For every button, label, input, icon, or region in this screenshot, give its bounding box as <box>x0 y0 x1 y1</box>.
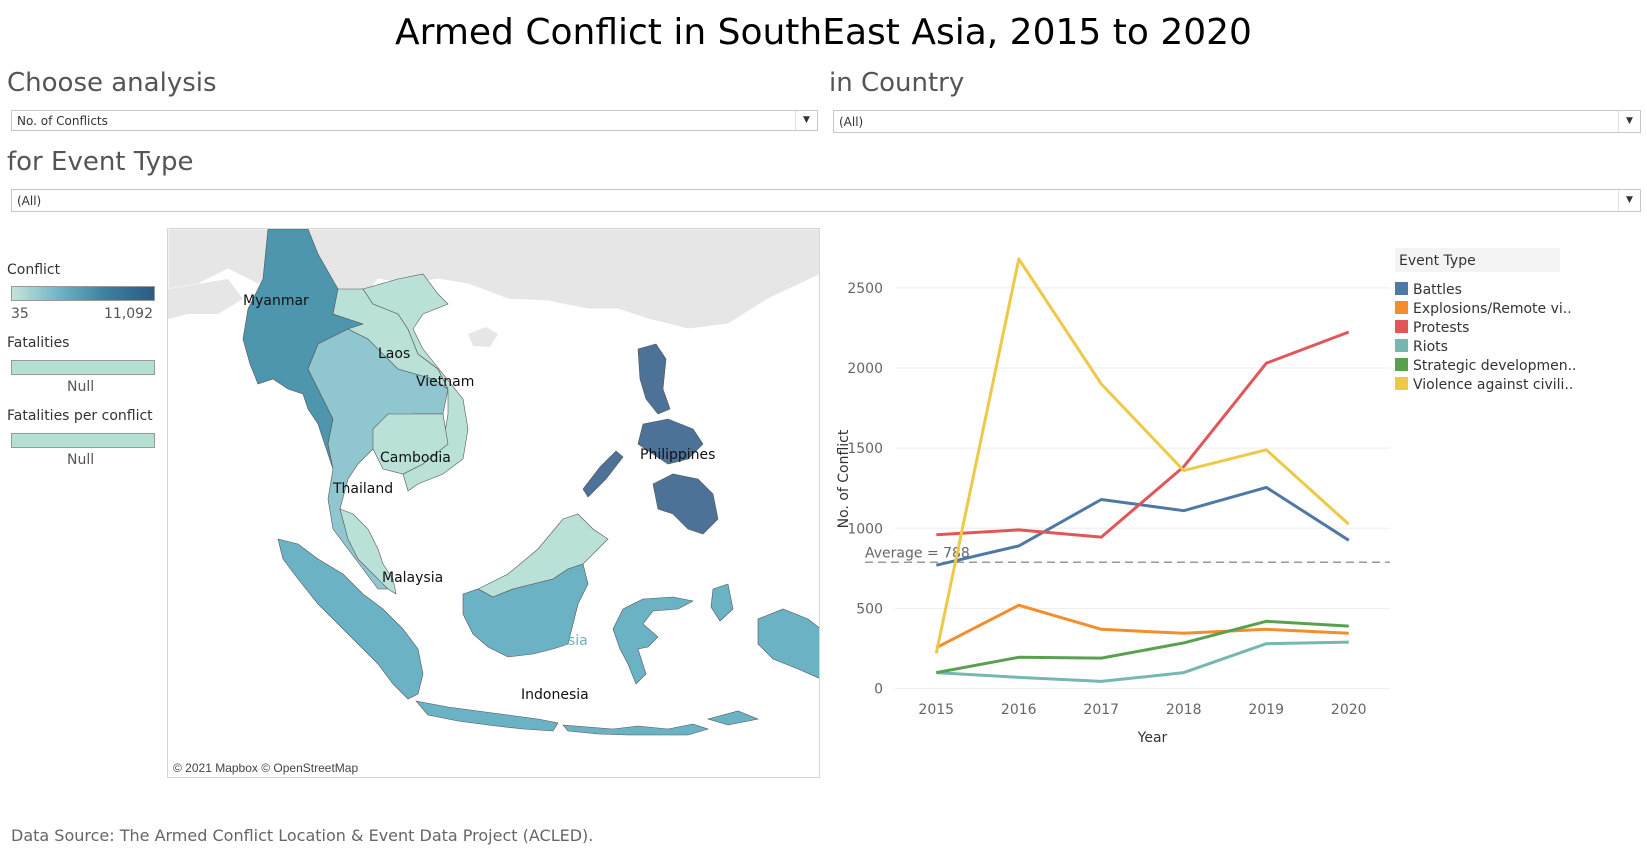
country-filter-label: in Country <box>829 68 965 98</box>
conflict-legend-max: 11,092 <box>104 306 153 322</box>
fatalities-legend-title: Fatalities <box>7 335 70 351</box>
map-label-philippines: Philippines <box>640 447 715 463</box>
map-region-palawan <box>582 450 624 498</box>
line-chart-canvas[interactable]: 0 500 1000 1500 2000 2500 2015 2016 2017 2018 2019… <box>825 228 1645 788</box>
map-region-papua <box>757 608 819 679</box>
legend-swatch <box>1395 282 1408 295</box>
map-label-vietnam: Vietnam <box>416 374 474 390</box>
y-tick-label: 0 <box>874 682 883 698</box>
series-line-violence-against-civilians <box>934 257 1350 654</box>
analysis-dropdown[interactable]: No. of Conflicts ▼ <box>11 110 818 131</box>
map-region-sulawesi <box>612 596 694 685</box>
map-region-java <box>415 700 559 732</box>
event-type-dropdown[interactable]: (All) ▼ <box>11 189 1641 212</box>
fatalities-per-conflict-legend-null: Null <box>67 452 95 468</box>
chevron-down-icon[interactable]: ▼ <box>1618 190 1640 211</box>
data-source-note: Data Source: The Armed Conflict Location… <box>11 826 594 845</box>
fatalities-color-ramp <box>11 360 155 375</box>
y-tick-label: 2500 <box>847 281 883 297</box>
map-region-sumatra <box>277 538 424 700</box>
fatalities-per-conflict-color-ramp <box>11 433 155 448</box>
x-axis-title: Year <box>1137 730 1168 746</box>
map-region-taiwan <box>648 249 668 289</box>
map-region-vietnam <box>362 273 469 492</box>
map-canvas[interactable]: Myanmar Laos Vietnam Cambodia Thailand P… <box>168 229 820 778</box>
y-tick-label: 2000 <box>847 361 883 377</box>
line-chart[interactable]: 0 500 1000 1500 2000 2500 2015 2016 2017 2018 2019… <box>825 228 1645 788</box>
analysis-filter-label: Choose analysis <box>7 68 217 98</box>
legend-item-label: Explosions/Remote vi.. <box>1413 301 1572 317</box>
legend-swatch <box>1395 301 1408 314</box>
map-region-hainan <box>468 327 498 347</box>
map-label-thailand: Thailand <box>332 481 393 497</box>
map-label-cambodia: Cambodia <box>380 450 451 466</box>
map-label-malaysia: Malaysia <box>382 570 443 586</box>
legend-swatch <box>1395 320 1408 333</box>
map-region-cambodia <box>372 413 449 475</box>
country-dropdown[interactable]: (All) ▼ <box>833 110 1641 133</box>
series-line-riots <box>936 640 1349 683</box>
chevron-down-icon[interactable]: ▼ <box>1618 111 1640 132</box>
event-type-filter-label: for Event Type <box>7 147 194 177</box>
y-tick-label: 1000 <box>847 521 883 537</box>
series-line-explosions-remote-violence <box>935 603 1349 650</box>
x-tick-label: 2016 <box>1001 702 1037 718</box>
legend-swatch <box>1395 358 1408 371</box>
legend-item-label: Violence against civili.. <box>1413 377 1573 393</box>
y-axis-title: No. of Conflict <box>836 429 852 528</box>
legend-item-label: Protests <box>1413 320 1469 336</box>
map-region-timor <box>706 710 760 726</box>
map-region-malaysia-peninsula <box>339 508 397 595</box>
legend-swatch <box>1395 339 1408 352</box>
legend-swatch <box>1395 377 1408 390</box>
map-region-maluku <box>710 583 734 622</box>
fatalities-per-conflict-legend-title: Fatalities per conflict <box>7 408 153 424</box>
map-region-luzon <box>637 343 671 415</box>
choropleth-map[interactable]: Myanmar Laos Vietnam Cambodia Thailand P… <box>167 228 820 778</box>
series-line-strategic-developments <box>936 619 1349 675</box>
x-tick-label: 2017 <box>1083 702 1119 718</box>
event-type-dropdown-value: (All) <box>17 194 42 208</box>
map-region-mindanao <box>652 473 719 535</box>
conflict-color-ramp <box>11 286 155 301</box>
map-label-indonesia: Indonesia <box>521 687 589 703</box>
x-tick-label: 2019 <box>1248 702 1284 718</box>
legend-item-label: Strategic developmen.. <box>1413 358 1577 374</box>
conflict-legend-title: Conflict <box>7 262 61 278</box>
x-tick-label: 2015 <box>918 702 954 718</box>
series-line-protests <box>936 330 1350 539</box>
legend-item-label: Battles <box>1413 282 1462 298</box>
map-label-indonesia-borneo: Indonesia <box>520 633 588 649</box>
y-tick-label: 500 <box>856 601 883 617</box>
analysis-dropdown-value: No. of Conflicts <box>17 114 108 128</box>
x-tick-label: 2020 <box>1331 702 1367 718</box>
map-region-lesser-sunda <box>562 723 709 736</box>
map-credit[interactable]: © 2021 Mapbox © OpenStreetMap <box>173 761 359 775</box>
conflict-legend-min: 35 <box>11 306 29 322</box>
legend-title-background <box>1395 248 1560 272</box>
legend-title: Event Type <box>1399 253 1476 269</box>
map-label-myanmar: Myanmar <box>243 293 309 309</box>
fatalities-legend-null: Null <box>67 379 95 395</box>
chevron-down-icon[interactable]: ▼ <box>795 111 817 130</box>
series-line-battles <box>935 485 1350 567</box>
map-label-laos: Laos <box>378 346 410 362</box>
country-dropdown-value: (All) <box>839 115 864 129</box>
map-region-kalimantan <box>462 563 589 658</box>
dashboard-title: Armed Conflict in SouthEast Asia, 2015 t… <box>395 12 1252 53</box>
map-region-visayas <box>637 418 704 465</box>
x-tick-label: 2018 <box>1166 702 1202 718</box>
map-region-india <box>168 279 243 319</box>
legend-item-label: Riots <box>1413 339 1448 355</box>
y-tick-label: 1500 <box>847 441 883 457</box>
average-reference-label: Average = 788 <box>865 545 970 561</box>
